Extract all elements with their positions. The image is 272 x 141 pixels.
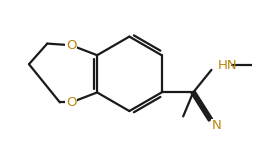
Text: HN: HN bbox=[217, 59, 237, 72]
Text: O: O bbox=[66, 96, 76, 109]
Text: O: O bbox=[66, 39, 76, 52]
Text: N: N bbox=[212, 119, 221, 132]
